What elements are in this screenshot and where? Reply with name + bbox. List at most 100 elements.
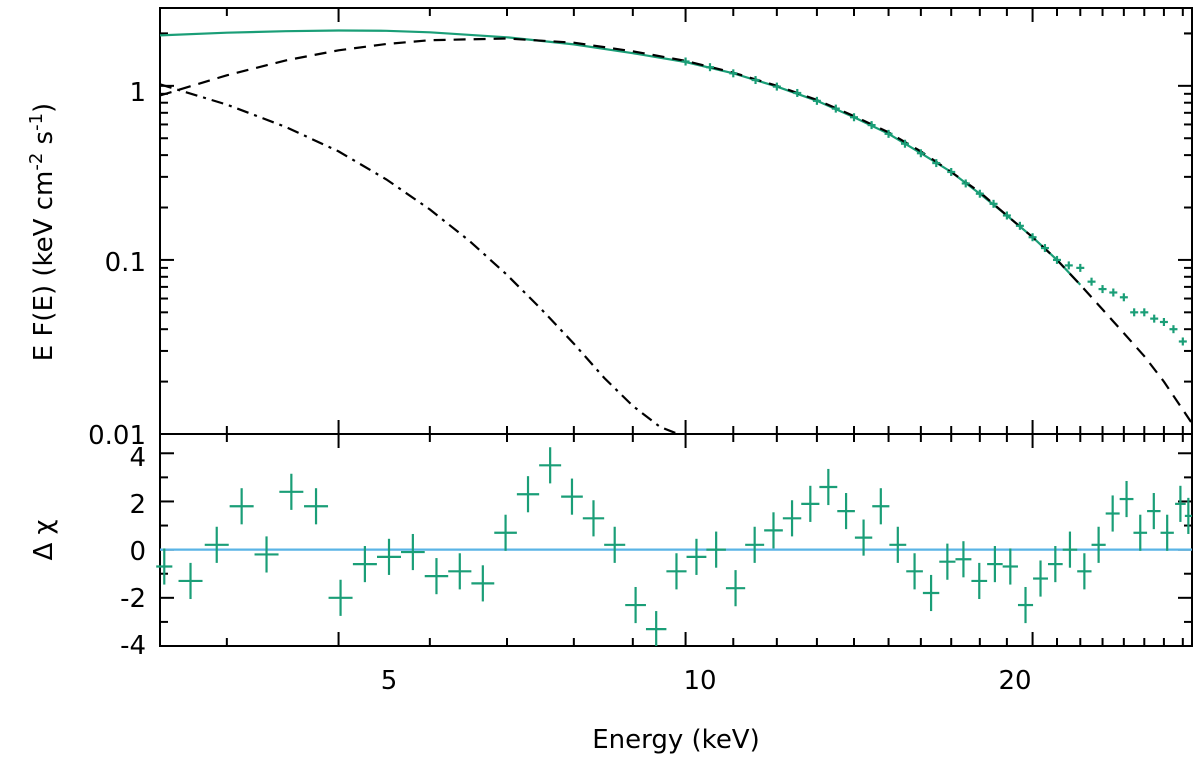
spectrum-data-point [1178, 337, 1187, 346]
spectrum-data-point [812, 96, 821, 105]
spectrum-data-point [884, 129, 893, 138]
residual-data-point [782, 500, 802, 537]
residual-y-tick-2: 2 [129, 490, 146, 520]
residual-data-point [1133, 514, 1148, 551]
residual-data-point [204, 526, 229, 563]
x-tick-label-10: 10 [683, 666, 716, 696]
residual-data-point [516, 476, 540, 513]
spectrum-data-point [850, 113, 859, 122]
spectrum-data-point [1150, 314, 1159, 323]
residual-data-point [304, 488, 329, 525]
spectrum-data-point [1040, 244, 1049, 253]
model-curves [159, 29, 1193, 436]
residual-data-point [819, 468, 838, 506]
residual-data-point [971, 562, 988, 600]
residual-data-point [377, 538, 401, 575]
residual-data-point [987, 546, 1003, 583]
residual-data-point [1119, 480, 1134, 518]
spectrum-data-point [1064, 261, 1073, 270]
x-tick-label-20: 20 [998, 666, 1031, 696]
residual-data-point [178, 562, 203, 600]
y-title-main: E F(E) (keV cm [29, 171, 59, 362]
residual-data-point [561, 478, 583, 515]
residual-data-point [400, 533, 425, 571]
spectrum-data-point [916, 149, 925, 158]
residual-data-point [686, 538, 707, 575]
spectrum-data-point [1140, 308, 1149, 317]
residual-data-point [1105, 495, 1120, 532]
spectrum-y-axis-title: E F(E) (keV cm-2 s-1) [26, 103, 59, 361]
spectrum-data-point [900, 139, 909, 148]
spectrum-data-point [1087, 277, 1096, 286]
residual-data-point [745, 526, 765, 563]
spectrum-data-point [751, 76, 760, 85]
residual-data-point [254, 536, 279, 573]
residual-data-point [582, 500, 605, 537]
residual-data-point [906, 553, 923, 590]
residual-data-point [1062, 531, 1078, 568]
residual-data-point [872, 488, 890, 525]
y-title-sup1: -2 [26, 153, 47, 171]
spectrum-data-point [831, 104, 840, 113]
residual-data-point [229, 488, 254, 525]
spectrum-data-point [1098, 285, 1107, 294]
spectrum-data-point [1159, 317, 1168, 326]
residual-data-point [645, 611, 667, 646]
residual-axis-ticks [160, 434, 1192, 647]
residual-data-point [955, 541, 972, 578]
residual-data-point [1077, 553, 1092, 590]
spectrum-data-point [772, 82, 781, 91]
dash-dot-component-curve [159, 83, 679, 436]
x-tick-label-5: 5 [381, 666, 398, 696]
residual-y-axis-title: Δ χ [29, 519, 59, 560]
residual-data-point [1175, 485, 1186, 522]
residual-data-point [352, 546, 377, 583]
spectrum-data-point [1015, 221, 1024, 230]
residual-data-point [1033, 560, 1048, 597]
y-tick-label-1: 1 [129, 78, 146, 108]
spectrum-data-point [932, 159, 941, 168]
spectrum-data-point [989, 199, 998, 208]
y-title-sup2: -1 [26, 113, 47, 131]
residual-data-point [1017, 586, 1034, 624]
spectrum-data-point [867, 121, 876, 130]
residual-data-point [854, 519, 873, 556]
residual-data-point [764, 512, 783, 549]
total-model-curve [159, 29, 1082, 286]
residual-data-point [666, 553, 687, 590]
spectrum-data-point [1169, 325, 1178, 334]
residual-data-point [494, 514, 517, 551]
residual-data-point [156, 548, 173, 585]
spectrum-data-point [1130, 308, 1139, 317]
residual-data-point [625, 586, 646, 624]
residual-y-tick-0: 0 [129, 537, 146, 567]
residual-data-point [939, 543, 956, 580]
residual-data-point [1147, 493, 1161, 530]
spectrum-panel-frame [159, 7, 1193, 435]
spectrum-data-point [1076, 263, 1085, 272]
residual-y-tick-minus2: -2 [120, 584, 146, 614]
spectrum-data-point [705, 63, 714, 72]
spectrum-axis-ticks [160, 8, 1192, 435]
spectrum-data-point [681, 57, 690, 66]
spectrum-data-point [1028, 233, 1037, 242]
spectrum-data-point [1109, 288, 1118, 297]
residual-data-point [604, 526, 626, 563]
spectrum-data-point [1052, 255, 1061, 264]
spectrum-data-point [975, 189, 984, 198]
residual-data-point [801, 485, 820, 522]
residual-data-point [328, 579, 353, 616]
residual-y-tick-minus4: -4 [120, 631, 146, 661]
residual-data-point [539, 447, 562, 484]
y-title-mid: s [29, 131, 59, 153]
spectrum-data-point [961, 179, 970, 188]
residual-y-tick-4: 4 [129, 443, 146, 473]
residual-data-point [889, 526, 907, 563]
dashed-component-curve [159, 37, 1193, 425]
residual-data-point [1047, 546, 1063, 583]
residual-panel-frame [159, 433, 1193, 647]
spectrum-data-point [729, 69, 738, 78]
residual-data-point [837, 493, 855, 530]
residual-data-point [471, 565, 495, 602]
